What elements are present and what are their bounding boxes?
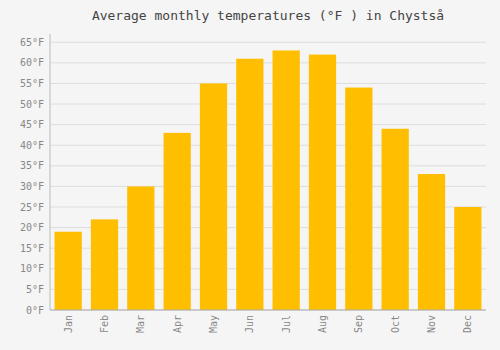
grid-line xyxy=(50,165,486,166)
grid-line xyxy=(50,124,486,125)
bar xyxy=(345,88,372,310)
x-tick-label: Feb xyxy=(99,315,110,333)
y-axis: 0°F 5°F 10°F 15°F 20°F 25°F 30°F 35°F 40°F 45°F 50… xyxy=(20,37,486,316)
bar xyxy=(273,50,300,310)
grid-line xyxy=(50,145,486,146)
bars xyxy=(55,50,482,310)
y-tick-label: 0°F xyxy=(26,305,44,316)
x-tick-label: Apr xyxy=(172,315,183,333)
grid-line xyxy=(50,42,486,43)
y-tick-label: 35°F xyxy=(20,160,44,171)
x-tick-label: Jul xyxy=(281,315,292,333)
y-tick-label: 65°F xyxy=(20,37,44,48)
x-axis-line xyxy=(50,310,486,311)
bar xyxy=(382,129,409,310)
y-tick-label: 30°F xyxy=(20,181,44,192)
x-tick-label: Dec xyxy=(462,315,473,333)
x-tick-label: Jun xyxy=(244,315,255,333)
y-tick-label: 40°F xyxy=(20,140,44,151)
grid-line xyxy=(50,104,486,105)
x-tick-label: Mar xyxy=(135,315,146,333)
y-tick-label: 5°F xyxy=(26,284,44,295)
bar xyxy=(164,133,191,310)
y-tick-label: 10°F xyxy=(20,263,44,274)
y-tick-label: 15°F xyxy=(20,243,44,254)
y-tick-label: 25°F xyxy=(20,202,44,213)
y-tick-label: 55°F xyxy=(20,78,44,89)
bar xyxy=(454,207,481,310)
bar xyxy=(200,83,227,310)
bar xyxy=(236,59,263,310)
bar xyxy=(55,232,82,310)
grid-line xyxy=(50,310,486,311)
bar xyxy=(418,174,445,310)
y-tick-label: 60°F xyxy=(20,57,44,68)
y-tick-label: 20°F xyxy=(20,222,44,233)
x-tick-label: May xyxy=(208,315,219,333)
bar xyxy=(127,186,154,310)
y-axis-line xyxy=(50,34,51,310)
x-tick-label: Oct xyxy=(390,315,401,333)
x-axis: Jan Feb Mar Apr May Jun Jul Aug Sep Oct Nov Dec xyxy=(63,315,474,333)
y-tick-label: 45°F xyxy=(20,119,44,130)
x-tick-label: Aug xyxy=(317,315,328,333)
x-tick-label: Jan xyxy=(63,315,74,333)
chart-container: Average monthly temperatures (°F ) in Ch… xyxy=(0,0,500,350)
bar xyxy=(309,55,336,310)
x-tick-label: Sep xyxy=(353,315,364,333)
grid-line xyxy=(50,83,486,84)
x-tick-label: Nov xyxy=(426,315,437,333)
grid-line xyxy=(50,62,486,63)
background xyxy=(0,0,500,350)
y-tick-label: 50°F xyxy=(20,99,44,110)
bar xyxy=(91,219,118,310)
title: Average monthly temperatures (°F ) in Ch… xyxy=(92,8,444,23)
chart: Average monthly temperatures (°F ) in Ch… xyxy=(0,0,500,350)
